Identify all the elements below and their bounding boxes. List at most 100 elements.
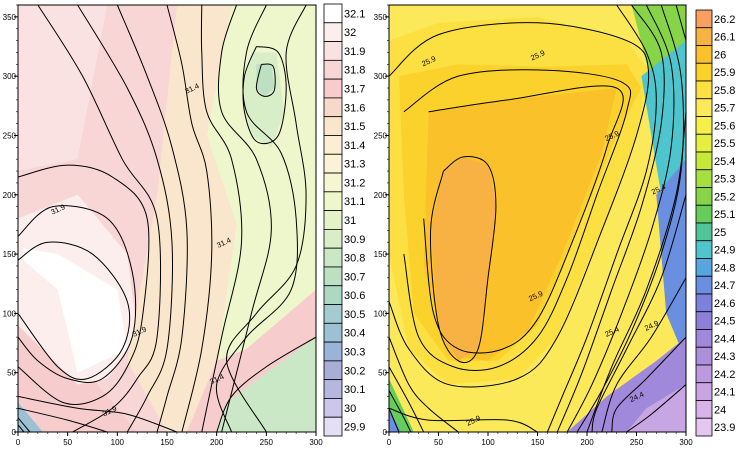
fill-region-30.9 — [241, 52, 285, 148]
colorbar-swatch — [695, 417, 713, 437]
x-tick-label: 250 — [260, 438, 274, 447]
fill-region-32.1 — [22, 248, 128, 373]
colorbar-swatch — [695, 62, 713, 82]
contour-line-30.4 — [18, 424, 25, 432]
colorbar-swatch — [695, 275, 713, 295]
y-tick-label: 300 — [374, 72, 388, 81]
x-tick-label: 300 — [309, 438, 323, 447]
fill-region-24.7 — [389, 408, 401, 432]
colorbar-label: 30.7 — [344, 271, 365, 283]
contour-line-31.5 — [116, 5, 188, 432]
contour-line-30.9 — [242, 46, 287, 145]
contour-line-31.8 — [18, 164, 150, 405]
colorbar-swatch — [695, 98, 713, 117]
colorbar-label: 25.5 — [714, 138, 735, 150]
colorbar-swatch — [323, 360, 343, 381]
colorbar-label: 31.8 — [344, 65, 365, 77]
colorbar-label: 30 — [344, 403, 356, 415]
fill-region-24.1 — [626, 384, 686, 432]
y-tick-label: 200 — [374, 191, 388, 200]
fill-region-26.2 — [430, 156, 496, 361]
fill-region-31.8 — [18, 5, 108, 172]
colorbar-label: 24.1 — [714, 387, 735, 399]
contour-line-26 — [423, 85, 624, 354]
colorbar-label: 25.2 — [714, 191, 735, 203]
contour-line-25.9 — [403, 69, 632, 371]
x-tick-label: 150 — [160, 438, 174, 447]
contour-line-25 — [675, 5, 686, 41]
contour-line-25.9 — [389, 407, 538, 432]
colorbar-label: 31.4 — [344, 140, 365, 152]
colorbar-label: 31.7 — [344, 84, 365, 96]
colorbar-label: 24.4 — [714, 333, 735, 345]
contour-line-25.9 — [389, 336, 459, 432]
y-tick-label: 50 — [7, 369, 16, 378]
colorbar-swatch — [323, 153, 343, 174]
plot-area: 31.431.931.931.431.431.9 — [18, 5, 316, 432]
colorbar-swatch — [323, 285, 343, 305]
colorbar-label: 25.4 — [714, 156, 735, 168]
colorbar-label: 26 — [714, 49, 726, 61]
colorbar-label: 25.7 — [714, 103, 735, 115]
contour-line-25.6 — [389, 366, 425, 432]
y-tick-label: 350 — [374, 13, 388, 22]
contour-line-24.4 — [601, 277, 686, 432]
colorbar-label: 30.1 — [344, 384, 365, 396]
contour-line-24.9 — [586, 111, 686, 432]
y-tick-label: 250 — [3, 131, 17, 140]
y-tick-label: 50 — [378, 369, 387, 378]
y-tick-label: 150 — [3, 250, 17, 259]
y-tick-label: 0 — [383, 428, 388, 437]
colorbar-swatch — [695, 311, 713, 330]
colorbar-swatch — [323, 97, 343, 118]
colorbar-swatch — [695, 204, 713, 224]
colorbar-label: 25 — [714, 227, 726, 239]
contour-line-31.9 — [18, 205, 137, 383]
colorbar-swatch — [323, 210, 343, 230]
contour-line-24 — [626, 384, 686, 432]
y-tick-label: 350 — [3, 13, 17, 22]
colorbar-label: 25.3 — [714, 174, 735, 186]
colorbar-swatch — [695, 45, 713, 64]
y-tick-label: 0 — [12, 428, 17, 437]
contour-line-30.6 — [18, 417, 31, 432]
colorbar-label: 25.8 — [714, 85, 735, 97]
fill-region-30.7 — [256, 64, 275, 97]
colorbar-label: 26.1 — [714, 32, 735, 44]
colorbar-label: 31.2 — [344, 177, 365, 189]
colorbar-swatch — [695, 258, 713, 277]
fill-region-24.7 — [656, 159, 686, 361]
colorbar-swatch — [695, 346, 713, 366]
right-contour-panel: 25.9 25.925.925.925.425.4 24.924.425.90 50 1… — [374, 4, 735, 447]
colorbar-label: 24 — [714, 404, 726, 416]
colorbar-swatch — [695, 9, 713, 29]
contour-line-31.1 — [226, 5, 307, 432]
colorbar-swatch — [695, 329, 713, 348]
colorbar-swatch — [323, 379, 343, 399]
contour-line-31.6 — [77, 5, 173, 432]
contour-line-31.4 — [200, 5, 243, 432]
colorbar-swatch — [323, 247, 343, 268]
colorbar-swatch — [323, 322, 343, 343]
fill-region-30.8 — [216, 337, 316, 432]
left-contour-panel: 31.431.931.931.431.431.90 50 100 150 200 250 3… — [3, 3, 365, 447]
contour-line-31.8 — [18, 407, 108, 432]
colorbar-label: 31 — [344, 215, 356, 227]
colorbar-label: 30.5 — [344, 309, 365, 321]
y-tick-label: 100 — [374, 309, 388, 318]
colorbar-swatch — [695, 240, 713, 259]
colorbar-swatch — [695, 293, 713, 313]
colorbar-swatch — [323, 172, 343, 193]
colorbar-label: 29.9 — [344, 422, 365, 434]
contour-line-31.3 — [217, 5, 272, 432]
contour-line-24.9 — [389, 408, 400, 432]
contour-line-25.4 — [566, 5, 675, 432]
colorbar-swatch — [695, 187, 713, 206]
colorbar-label: 30.2 — [344, 365, 365, 377]
contour-line-31.4 — [166, 5, 213, 432]
x-tick-label: 50 — [434, 438, 443, 447]
colorbar-swatch — [323, 398, 343, 418]
colorbar-label: 31.6 — [344, 102, 365, 114]
colorbar-label: 24.5 — [714, 316, 735, 328]
